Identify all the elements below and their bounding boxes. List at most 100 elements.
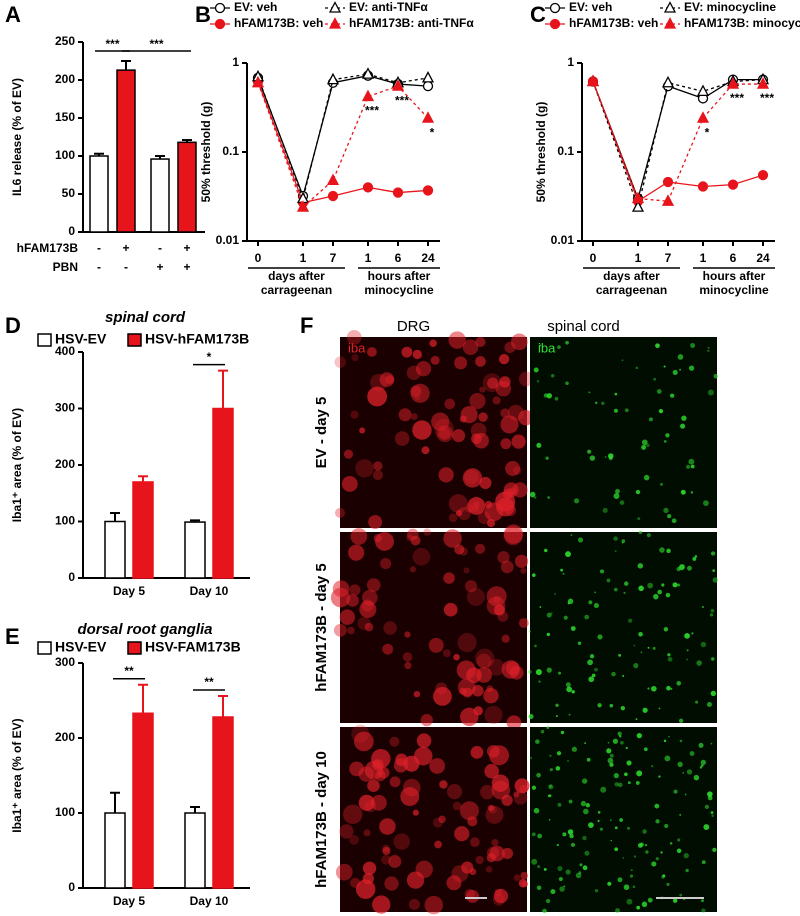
bar [150,158,170,233]
data-point [662,176,674,188]
x-tick-label: 6 [395,251,402,265]
significance-label: *** [730,91,744,105]
chart-title: dorsal root ganglia [77,621,212,638]
cell [710,742,713,745]
bar [184,521,206,579]
cell [677,761,683,768]
cell [681,415,687,421]
cell [362,861,377,875]
group-label: minocycline [364,283,434,297]
cell [528,713,534,720]
cell [539,344,542,347]
cell [665,433,670,438]
cell [415,860,433,879]
data-point [697,181,709,192]
cell [478,412,488,422]
cell [372,895,391,914]
cell [536,380,540,383]
data-point [362,182,374,193]
cell [452,429,466,443]
cell [349,834,360,845]
cell [647,646,650,649]
cell [363,829,371,837]
x-tick-label: 0 [590,251,597,265]
cell [555,766,561,771]
cell [615,488,620,494]
legend-label: EV: veh [569,0,612,14]
cell [602,507,608,514]
cell [613,536,618,541]
micrograph [335,724,530,915]
cell [548,784,552,788]
cell [412,349,422,360]
cell [529,630,531,633]
cell [463,567,470,574]
cell [339,824,354,839]
y-axis-label: Iba1⁺ area (% of EV) [10,408,24,522]
cell [456,660,476,680]
cell [532,573,536,577]
cell [610,839,613,842]
cell [423,528,431,537]
cell [615,908,620,914]
cell [617,782,623,788]
cell [664,823,669,829]
cell [367,779,380,793]
cell [571,690,575,694]
cell [484,763,499,779]
cell [570,534,573,536]
cell [408,898,420,910]
cell [438,815,446,824]
cell [579,863,583,867]
cell [700,764,704,768]
cell [497,551,510,564]
group-label: hours after [368,269,431,283]
cell [465,580,478,593]
cell [663,627,669,632]
cell [348,544,365,561]
cell [421,446,430,455]
cell [389,736,400,747]
cell [493,595,501,604]
cell [703,500,709,507]
significance-label: * [705,125,710,139]
cell [482,373,502,393]
cell [642,707,648,713]
cell [611,671,616,677]
group-label: days after [268,269,325,283]
data-point [391,79,405,91]
data-point [422,185,434,196]
cell [587,449,592,454]
cell [485,866,493,873]
cell [534,496,537,499]
cell [510,333,528,351]
cell [480,784,495,800]
cell [536,772,541,778]
cell [379,372,395,387]
micrograph-bg [530,727,717,912]
x-tick-label: 6 [730,251,737,265]
group-label: minocycline [699,283,769,297]
cell [658,408,664,414]
y-tick-label: 0.1 [557,144,574,158]
factor-level: - [97,260,101,274]
data-point [326,72,340,85]
cell [646,533,651,538]
cell [428,637,444,653]
y-tick-label: 100 [55,514,75,528]
cell [695,700,699,704]
cell [448,331,466,349]
y-axis-label: 50% threshold (g) [534,102,548,203]
cell [475,543,486,554]
cell [707,795,713,801]
cell [464,469,479,485]
series-line [592,81,764,203]
cell [647,897,653,903]
cell [687,565,692,571]
cell [597,811,601,814]
cell [712,569,716,573]
row-label: hFAM173B - day 5 [313,563,330,691]
significance-label: * [207,350,212,364]
cell [333,623,347,637]
cell [666,882,670,886]
